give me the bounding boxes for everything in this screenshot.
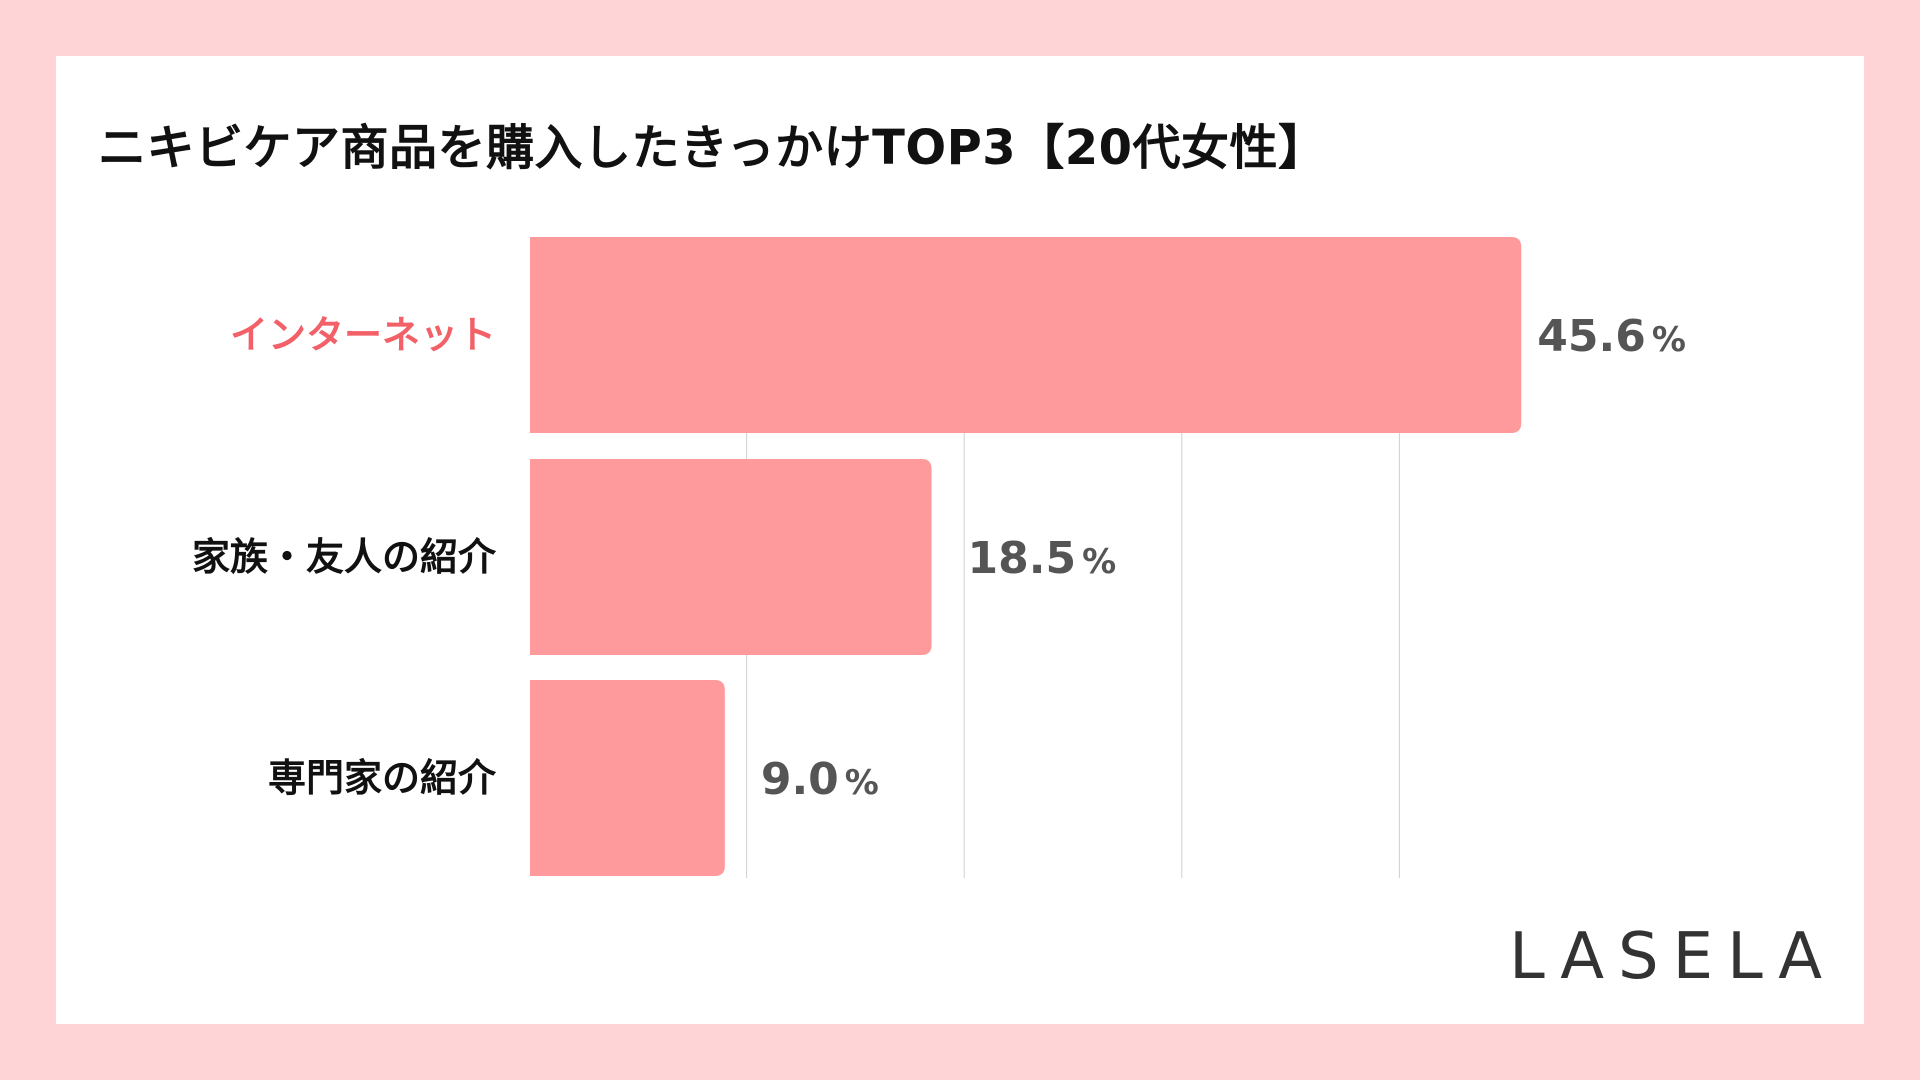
bar-1: [529, 459, 932, 655]
lasela-logo: LASELA: [1509, 920, 1836, 994]
category-label-1: 家族・友人の紹介: [192, 535, 497, 579]
category-label-2: 専門家の紹介: [268, 756, 497, 800]
chart-card: ニキビケア商品を購入したきっかけTOP3【20代女性】 インターネット 45.6%…: [56, 56, 1864, 1024]
bar-chart: インターネット 45.6 % 家族・友人の紹介 18.5 % 専門家の紹介 9.0%: [192, 237, 1686, 878]
bar-2: [529, 680, 725, 876]
value-label-2: 9.0%: [761, 754, 879, 805]
value-label-1: 18.5%: [968, 533, 1117, 584]
category-label-0: インターネット: [230, 313, 496, 357]
value-label-0: 45.6%: [1537, 311, 1686, 362]
chart-title: ニキビケア商品を購入したきっかけTOP3【20代女性】: [98, 120, 1327, 176]
bar-0: [529, 237, 1522, 433]
